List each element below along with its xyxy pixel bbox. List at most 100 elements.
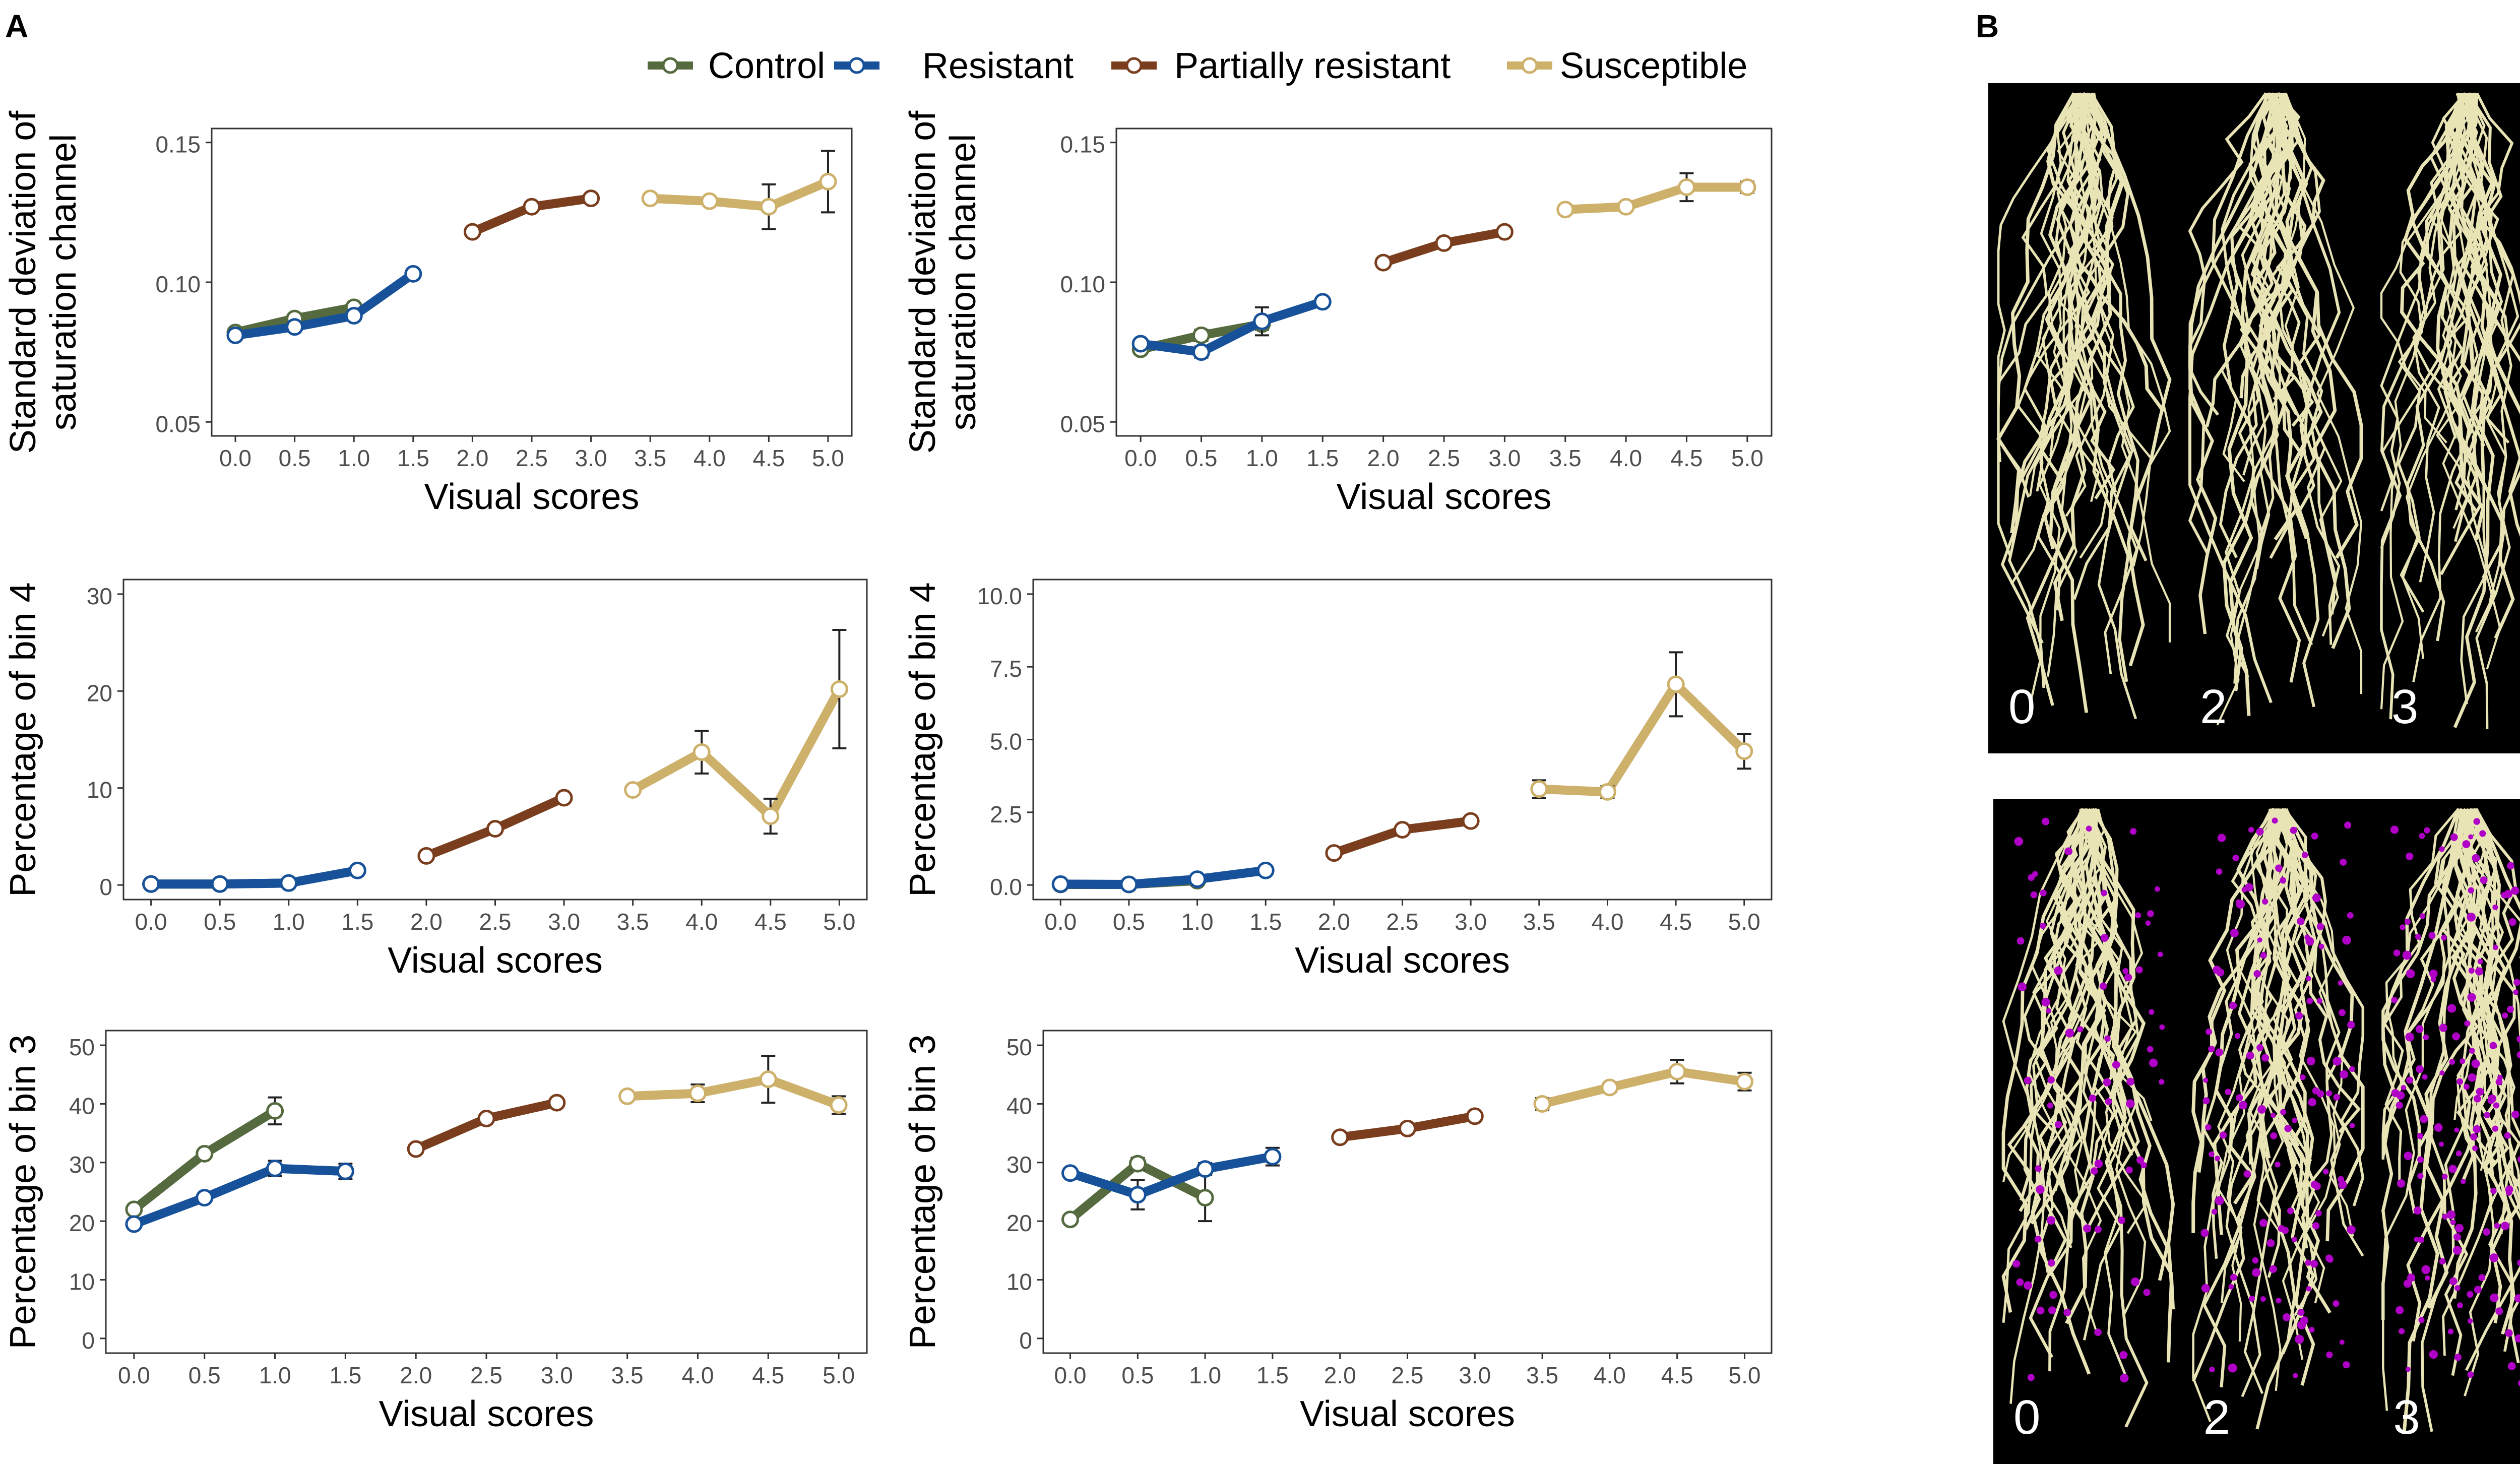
lesion-mark bbox=[2063, 1309, 2071, 1316]
lesion-mark bbox=[2484, 1112, 2490, 1119]
root-strand bbox=[2008, 93, 2100, 688]
lesion-mark bbox=[2205, 1124, 2212, 1131]
chart-bin3-left: 0.0 0.5 1.0 1.5 2.0 2.5 3.0 3.5 4.0 4.5 5.0 0 10 20 30… bbox=[3, 1030, 868, 1434]
lesion-mark bbox=[2094, 1159, 2103, 1168]
y-tick-label: 50 bbox=[69, 1034, 95, 1060]
root-strand bbox=[2059, 808, 2149, 1234]
root-strand bbox=[2251, 93, 2321, 646]
series-resistant bbox=[1131, 293, 1332, 361]
lesion-mark bbox=[2467, 1291, 2474, 1298]
series-control bbox=[1061, 1155, 1214, 1229]
legend-marker-control bbox=[662, 57, 679, 74]
lesion-mark bbox=[2513, 979, 2520, 986]
y-tick-label: 20 bbox=[1006, 1210, 1032, 1236]
lesion-mark bbox=[2054, 966, 2063, 975]
lesion-mark bbox=[2467, 912, 2476, 922]
lesion-mark bbox=[2347, 1020, 2355, 1029]
lesion-mark bbox=[2246, 1051, 2254, 1060]
lesion-mark bbox=[2275, 864, 2283, 872]
x-tick-label: 0.5 bbox=[1113, 909, 1145, 935]
root-strand bbox=[2462, 808, 2520, 1204]
series-line bbox=[231, 269, 418, 340]
data-point bbox=[463, 223, 481, 241]
lesion-mark bbox=[2441, 1173, 2448, 1180]
x-tick-label: 2.0 bbox=[1367, 445, 1400, 471]
data-point bbox=[1264, 1147, 1282, 1166]
chart-sd-saturation-left: 0.0 0.5 1.0 1.5 2.0 2.5 3.0 3.5 4.0 4.5 5.0 0.05 0.1… bbox=[3, 110, 853, 517]
root-strand bbox=[2046, 92, 2165, 413]
root-score-label: 0 bbox=[2013, 1390, 2040, 1444]
lesion-mark bbox=[2439, 846, 2445, 852]
lesion-mark bbox=[2407, 1273, 2416, 1282]
lesion-mark bbox=[2030, 891, 2038, 899]
data-point bbox=[582, 189, 600, 208]
x-tick-label: 4.5 bbox=[752, 1362, 784, 1388]
x-tick-label: 1.5 bbox=[1249, 909, 1282, 935]
data-point bbox=[688, 1084, 707, 1103]
lesion-mark bbox=[2311, 833, 2318, 840]
lesion-mark bbox=[2225, 1089, 2232, 1096]
lesion-mark bbox=[2472, 854, 2480, 862]
lesion-mark bbox=[2450, 1220, 2456, 1225]
root-strand bbox=[2049, 92, 2123, 713]
data-point bbox=[196, 1189, 214, 1207]
lesion-mark bbox=[2122, 968, 2129, 974]
lesion-mark bbox=[2270, 1112, 2276, 1118]
lesion-mark bbox=[2495, 1307, 2503, 1315]
lesion-mark bbox=[2125, 1099, 2135, 1108]
lesion-mark bbox=[2236, 899, 2241, 905]
lesion-mark bbox=[2209, 1366, 2215, 1373]
lesion-mark bbox=[2453, 1233, 2461, 1241]
lesion-mark bbox=[2089, 1094, 2097, 1102]
lesion-mark bbox=[2077, 1026, 2084, 1033]
y-tick-label: 10 bbox=[87, 777, 112, 803]
root-strand bbox=[2259, 808, 2336, 1304]
lesion-mark bbox=[2442, 1214, 2448, 1220]
x-tick-label: 5.0 bbox=[823, 1362, 855, 1388]
lesion-mark bbox=[2468, 967, 2475, 974]
lesion-mark bbox=[2216, 968, 2225, 977]
series-line bbox=[1056, 866, 1271, 889]
lesion-mark bbox=[2149, 1058, 2158, 1067]
lesion-mark bbox=[2228, 1363, 2237, 1373]
lesion-mark bbox=[2405, 1367, 2411, 1372]
data-point bbox=[1394, 820, 1411, 839]
x-tick-label: 1.0 bbox=[273, 909, 305, 935]
lesion-mark bbox=[2430, 976, 2436, 982]
data-point bbox=[1738, 178, 1756, 196]
x-tick-label: 1.5 bbox=[1256, 1362, 1289, 1388]
data-point bbox=[1677, 178, 1695, 196]
series-line bbox=[1534, 679, 1749, 797]
lesion-mark bbox=[2306, 1286, 2312, 1292]
root-strand bbox=[2237, 808, 2320, 1360]
lesion-mark bbox=[2012, 1260, 2021, 1268]
root-strand bbox=[2052, 808, 2095, 1199]
lesion-mark bbox=[2262, 898, 2269, 905]
root-system bbox=[2381, 808, 2520, 1432]
lesion-mark bbox=[2479, 830, 2486, 837]
data-point bbox=[266, 1159, 284, 1177]
lesion-mark bbox=[2513, 989, 2519, 995]
lesion-mark bbox=[2478, 1274, 2486, 1282]
root-strand bbox=[2380, 93, 2467, 720]
y-axis-title: Standard deviation of bbox=[3, 110, 43, 454]
y-tick-label: 30 bbox=[87, 583, 112, 609]
data-point bbox=[1196, 1160, 1214, 1178]
root-system bbox=[1996, 92, 2172, 720]
root-strand bbox=[2083, 93, 2137, 720]
x-tick-label: 0.0 bbox=[1124, 445, 1157, 471]
root-strand bbox=[2049, 808, 2133, 1156]
data-point bbox=[1131, 335, 1150, 353]
x-tick-label: 1.0 bbox=[1189, 1362, 1221, 1388]
series-partially-resistant bbox=[1331, 1107, 1484, 1146]
panel-label-a: A bbox=[5, 8, 28, 44]
data-point bbox=[477, 1110, 495, 1128]
lesion-mark bbox=[2396, 1091, 2405, 1100]
series-susceptible bbox=[1530, 651, 1753, 801]
x-tick-label: 3.5 bbox=[617, 909, 649, 935]
lesion-mark bbox=[2404, 918, 2411, 925]
x-tick-label: 2.5 bbox=[1392, 1362, 1424, 1388]
lesion-mark bbox=[2396, 1102, 2403, 1109]
x-tick-label: 2.5 bbox=[1428, 445, 1460, 471]
lesion-mark bbox=[2506, 1005, 2514, 1013]
